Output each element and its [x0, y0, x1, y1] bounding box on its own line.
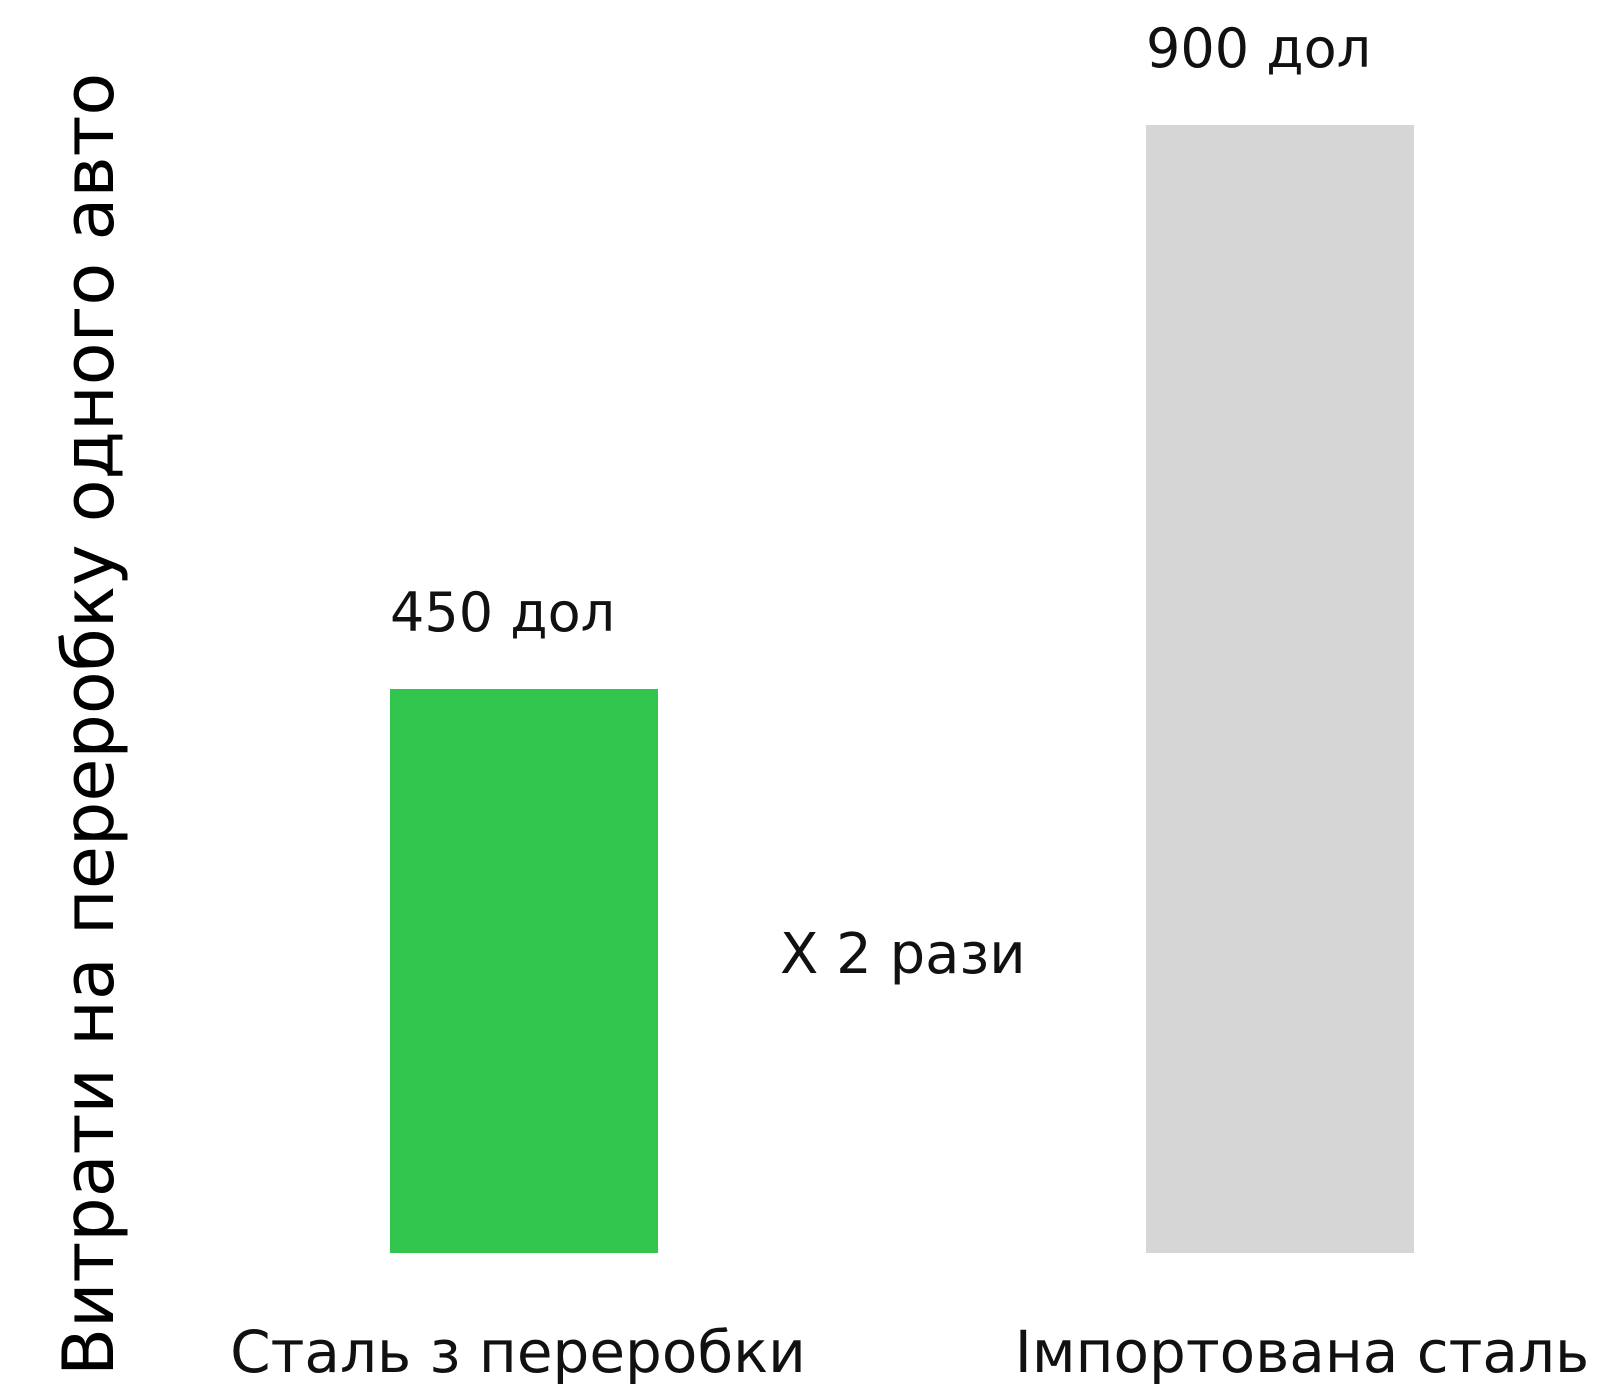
ratio-annotation: X 2 рази — [780, 922, 1026, 987]
category-label-1: Сталь з переробки — [230, 1318, 806, 1384]
value-label-2: 900 дол — [1146, 17, 1371, 80]
bars-group — [390, 125, 1414, 1253]
y-axis-label: Витрати на переробку одного авто — [48, 73, 130, 1376]
bar-1 — [390, 689, 658, 1253]
value-labels-group: 450 дол 900 дол — [390, 17, 1371, 644]
category-label-2: Імпортована сталь — [1015, 1318, 1589, 1384]
bar-2 — [1146, 125, 1414, 1253]
category-labels-group: Сталь з переробки Імпортована сталь — [230, 1318, 1589, 1384]
value-label-1: 450 дол — [390, 581, 615, 644]
